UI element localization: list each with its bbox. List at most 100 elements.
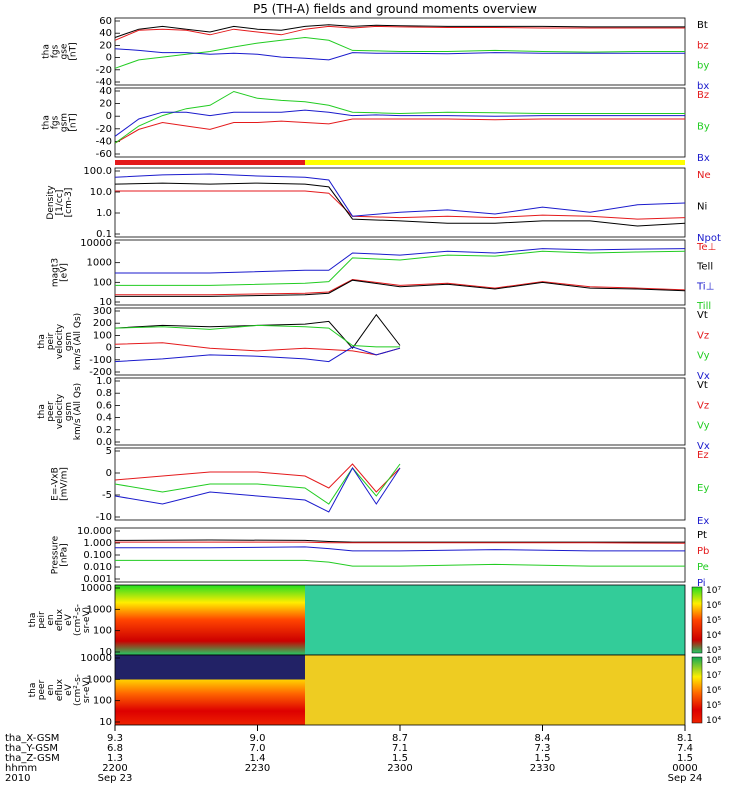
y-tick-label: 100 [93, 330, 112, 341]
y-tick-label: 100.0 [83, 166, 112, 177]
y-axis-label: [nPa] [60, 543, 70, 566]
y-axis-label: [eV] [60, 263, 70, 282]
legend-Te⊥: Te⊥ [696, 242, 716, 253]
y-tick-label: 0.6 [96, 400, 112, 411]
colorbar-tick-label: 10⁶ [706, 686, 721, 696]
x-tick-value: 6.8 [107, 743, 123, 754]
spectrogram-noise [115, 655, 305, 680]
x-tick-value: 2300 [387, 763, 412, 774]
y-tick-label: -100 [89, 355, 112, 366]
y-axis-label: sr-eV) [82, 677, 92, 703]
x-tick-value: 2230 [245, 763, 270, 774]
y-axis-label: tha [42, 115, 52, 130]
y-tick-label: -20 [96, 124, 112, 135]
y-axis-label: gse [60, 43, 70, 59]
panel-density: 100.0 10.0 1.0 0.1 Density [1/cc] [cm-3] Ne Ni Np… [46, 166, 721, 244]
legend-By: By [697, 122, 710, 133]
series-Vy [114, 324, 400, 348]
y-axis-label: peir [46, 332, 56, 350]
legend-by: by [697, 61, 709, 72]
legend-Tell: Tell [696, 262, 713, 273]
legend-Vx: Vx [697, 371, 710, 382]
series-Ez [114, 463, 401, 493]
x-tick-value: 7.4 [677, 743, 693, 754]
legend-Ne: Ne [697, 170, 711, 181]
series-Vx [114, 346, 401, 363]
panel-frame [114, 447, 686, 521]
y-axis-label: (cm²-s- [73, 604, 83, 636]
series-Bx [114, 109, 685, 137]
x-tick-value: 0000 [672, 763, 697, 774]
x-tick-value: 7.3 [535, 743, 551, 754]
y-tick-label: 0 [106, 53, 112, 64]
x-row-label: tha_X-GSM [5, 733, 59, 744]
x-tick-value: 7.1 [392, 743, 408, 754]
y-axis-label: peir [37, 611, 47, 629]
legend-Vy: Vy [697, 351, 710, 362]
y-axis-label: Pressure [51, 535, 61, 574]
y-tick-label: 20 [99, 99, 112, 110]
y-tick-label: 1000 [87, 258, 112, 269]
x-tick-value: Sep 24 [668, 773, 703, 784]
y-tick-label: 100 [93, 696, 112, 707]
spectrogram-pre [115, 585, 305, 655]
y-tick-label: -40 [96, 136, 112, 147]
y-axis-label: eflux [55, 678, 65, 701]
x-tick-value: 8.1 [677, 733, 693, 744]
colorbar-tick-label: 10³ [706, 646, 721, 656]
series-Bt [114, 24, 685, 38]
y-tick-label: 0.1 [96, 229, 112, 240]
y-tick-label: 0.0 [96, 437, 112, 448]
y-axis-label: gsm [64, 402, 74, 421]
legend-Vt: Vt [697, 310, 708, 321]
y-tick-label: 1.0 [96, 376, 112, 387]
y-axis-label: [mV/m] [60, 467, 70, 501]
y-tick-label: 10000 [80, 653, 112, 664]
legend-Bz: Bz [697, 90, 709, 101]
legend-Vx: Vx [697, 441, 710, 452]
series-by [114, 36, 685, 69]
legend-Pt: Pt [697, 530, 707, 541]
series-Till [115, 250, 686, 286]
series-Pt [114, 539, 685, 543]
mode-bar-slow [115, 160, 305, 165]
legend-Ey: Ey [697, 483, 709, 494]
series-Ni [114, 182, 686, 227]
y-tick-label: 20 [99, 40, 112, 51]
series-Tell [115, 279, 686, 297]
y-tick-label: 5 [106, 446, 112, 457]
y-tick-label: 40 [99, 28, 112, 39]
y-tick-label: 0 [106, 343, 112, 354]
spectrogram-post [305, 585, 685, 655]
y-tick-label: 10 [99, 647, 112, 658]
y-tick-label: 10.0 [90, 187, 112, 198]
x-tick-value: 1.5 [677, 753, 693, 764]
x-tick-value: 9.3 [107, 733, 123, 744]
y-axis-label: en [46, 684, 56, 695]
y-axis-label: peer [37, 679, 47, 700]
y-axis-label: km/s (All Qs) [73, 383, 83, 440]
panel-frame [114, 167, 686, 238]
y-axis-label: (cm²-s- [73, 674, 83, 706]
x-tick-value: 2200 [102, 763, 127, 774]
y-tick-label: 10 [99, 297, 112, 308]
legend-Pe: Pe [697, 562, 709, 573]
legend-Ez: Ez [697, 450, 709, 461]
y-tick-label: 100 [93, 626, 112, 637]
y-tick-label: -40 [96, 77, 112, 88]
panel-peer-vel: 1.00.80.6 0.40.20.0 tha peer velocity gsm km/s… [37, 376, 710, 452]
colorbar-tick-label: 10⁷ [706, 671, 721, 681]
legend-Vy: Vy [697, 421, 710, 432]
series-Ex [114, 467, 401, 513]
series-Ne [115, 190, 686, 220]
y-axis-label: E=-VxB [51, 467, 61, 501]
x-row-label: tha_Z-GSM [5, 753, 60, 764]
x-tick-value: 8.7 [392, 733, 408, 744]
y-axis-label: sr-eV) [82, 607, 92, 633]
series-By [114, 90, 685, 144]
y-tick-label: 10.000 [77, 526, 112, 537]
y-tick-label: 10000 [80, 238, 112, 249]
y-tick-label: 10000 [80, 583, 112, 594]
